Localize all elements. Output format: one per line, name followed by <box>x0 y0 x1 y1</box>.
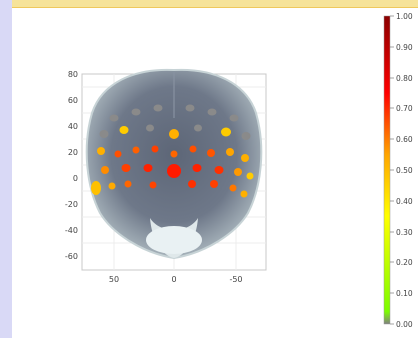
left-sidebar-strip <box>0 0 12 338</box>
electrode <box>214 166 224 174</box>
colorbar-tick: 0.80 <box>396 74 413 83</box>
colorbar: 1.00 0.90 0.80 0.70 0.60 0.50 0.40 0.30 … <box>383 12 413 329</box>
electrode <box>91 181 101 195</box>
x-tick: 50 <box>109 275 119 284</box>
brain-surface <box>85 68 263 260</box>
brain-figure: 80 60 40 20 0 -20 -40 -60 50 0 -50 <box>12 8 418 338</box>
y-axis-ticks: 80 60 40 20 0 -20 -40 -60 <box>65 70 78 261</box>
electrode <box>210 180 218 188</box>
electrode <box>170 150 178 158</box>
electrode <box>109 114 119 122</box>
electrode <box>99 130 109 138</box>
y-tick: -20 <box>65 200 78 209</box>
electrode <box>101 166 109 174</box>
electrode <box>121 164 131 172</box>
electrode <box>189 145 197 153</box>
electrode <box>241 154 249 162</box>
x-tick: -50 <box>229 275 242 284</box>
electrode <box>169 129 179 139</box>
colorbar-tick: 0.90 <box>396 43 413 52</box>
electrode <box>246 172 254 180</box>
figure-svg: 80 60 40 20 0 -20 -40 -60 50 0 -50 <box>65 12 413 329</box>
electrode <box>124 180 132 188</box>
colorbar-tick: 0.70 <box>396 104 413 113</box>
y-tick: -40 <box>65 226 78 235</box>
x-tick: 0 <box>171 275 176 284</box>
electrode <box>132 146 140 154</box>
electrode <box>241 132 251 140</box>
electrode <box>108 182 116 190</box>
colorbar-tick: 1.00 <box>396 12 413 21</box>
electrode <box>143 164 153 172</box>
electrode <box>114 150 122 158</box>
electrode <box>226 148 234 156</box>
y-tick: 40 <box>68 122 78 131</box>
colorbar-tick: 0.40 <box>396 197 413 206</box>
electrode <box>119 126 129 134</box>
top-banner <box>12 0 418 8</box>
y-tick: 60 <box>68 96 78 105</box>
electrode <box>97 147 105 155</box>
electrode <box>207 149 215 157</box>
electrode <box>234 168 242 176</box>
electrode <box>131 108 141 116</box>
colorbar-ticks: 1.00 0.90 0.80 0.70 0.60 0.50 0.40 0.30 … <box>396 12 413 329</box>
electrode <box>153 104 163 112</box>
electrode <box>151 145 159 153</box>
y-tick: 0 <box>73 174 78 183</box>
colorbar-tick: 0.00 <box>396 320 413 329</box>
colorbar-tick: 0.60 <box>396 135 413 144</box>
colorbar-tick: 0.50 <box>396 166 413 175</box>
electrode <box>167 164 181 178</box>
electrode <box>207 108 217 116</box>
electrode <box>188 180 196 188</box>
electrode <box>229 184 237 192</box>
y-tick: 20 <box>68 148 78 157</box>
colorbar-tick: 0.10 <box>396 289 413 298</box>
x-axis-ticks: 50 0 -50 <box>109 275 243 284</box>
electrode <box>229 114 239 122</box>
electrode <box>149 181 157 189</box>
electrode <box>194 124 202 132</box>
electrode <box>146 124 154 132</box>
electrode <box>192 164 202 172</box>
electrode-layer <box>91 104 254 198</box>
colorbar-tick: 0.20 <box>396 258 413 267</box>
electrode <box>221 127 231 137</box>
colorbar-tick: 0.30 <box>396 228 413 237</box>
electrode <box>185 104 195 112</box>
electrode <box>240 190 248 198</box>
y-tick: -60 <box>65 252 78 261</box>
y-tick: 80 <box>68 70 78 79</box>
